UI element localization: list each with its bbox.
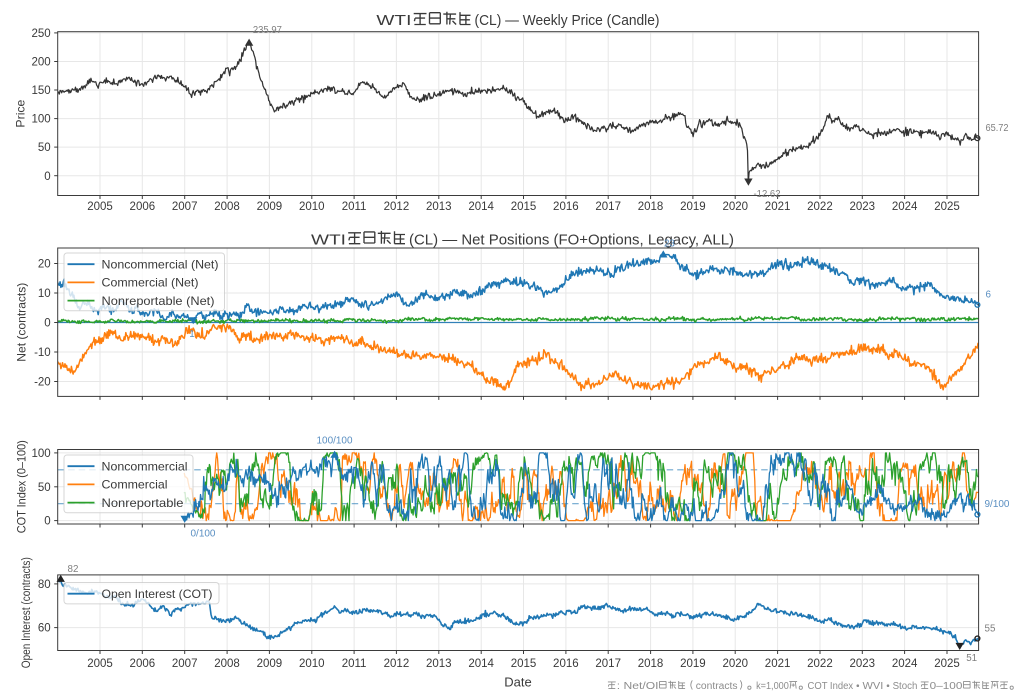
svg-text:2017: 2017: [595, 201, 621, 213]
svg-text:2016: 2016: [553, 201, 579, 213]
svg-text:2008: 2008: [214, 658, 240, 670]
svg-text:2022: 2022: [807, 201, 833, 213]
svg-text:2023: 2023: [850, 201, 876, 213]
svg-text:k=1,000: k=1,000: [756, 681, 789, 692]
svg-text:Nonreportable: Nonreportable: [102, 496, 184, 510]
svg-text:Price: Price: [14, 99, 28, 127]
svg-text:2020: 2020: [722, 201, 748, 213]
svg-text:2020: 2020: [722, 658, 748, 670]
svg-text:2006: 2006: [130, 201, 156, 213]
svg-text:50: 50: [38, 142, 51, 154]
svg-text:0/100: 0/100: [191, 528, 217, 539]
svg-text:82: 82: [68, 564, 79, 575]
svg-text:2018: 2018: [638, 201, 664, 213]
svg-text:2016: 2016: [553, 658, 579, 670]
svg-text:contracts: contracts: [696, 681, 738, 692]
svg-text:COT Index (0–100): COT Index (0–100): [15, 440, 29, 533]
svg-text:80: 80: [38, 579, 51, 591]
svg-text:Commercial: Commercial: [102, 478, 168, 492]
svg-text:Net (contracts): Net (contracts): [15, 283, 29, 362]
svg-text:2013: 2013: [426, 201, 452, 213]
svg-text:Noncommercial: Noncommercial: [102, 459, 188, 473]
svg-text:(CL) — Net Positions (FO+Optio: (CL) — Net Positions (FO+Options, Legacy…: [409, 231, 734, 248]
svg-text:20: 20: [38, 259, 51, 271]
svg-text:23: 23: [664, 238, 675, 249]
svg-text:2025: 2025: [934, 658, 960, 670]
svg-text:2014: 2014: [468, 201, 494, 213]
svg-text:2023: 2023: [850, 658, 876, 670]
svg-text:(CL) — Weekly Price (Candle): (CL) — Weekly Price (Candle): [475, 12, 660, 29]
svg-text:-10: -10: [34, 347, 51, 359]
svg-text:235.97: 235.97: [253, 25, 282, 36]
svg-text:2005: 2005: [87, 658, 113, 670]
svg-text:0: 0: [44, 318, 50, 330]
svg-text:9/100: 9/100: [985, 499, 1011, 510]
svg-text:250: 250: [32, 28, 51, 40]
svg-text:2011: 2011: [342, 201, 367, 213]
svg-text:Open Interest (contracts): Open Interest (contracts): [21, 557, 33, 668]
svg-text:2005: 2005: [87, 201, 113, 213]
svg-text:2012: 2012: [384, 201, 410, 213]
svg-text:2007: 2007: [172, 658, 198, 670]
svg-text:Commercial (Net): Commercial (Net): [102, 276, 199, 290]
svg-text:0: 0: [44, 516, 50, 528]
svg-text:2022: 2022: [807, 658, 833, 670]
svg-text:-20: -20: [34, 377, 51, 389]
svg-text:2007: 2007: [172, 201, 198, 213]
svg-text:50: 50: [38, 482, 51, 494]
svg-text:-12.62: -12.62: [754, 189, 781, 200]
svg-text:2021: 2021: [765, 201, 791, 213]
svg-text:2015: 2015: [511, 658, 537, 670]
svg-text:2012: 2012: [384, 658, 410, 670]
svg-text:0–100: 0–100: [930, 681, 963, 692]
svg-text:51: 51: [966, 653, 977, 664]
svg-text:WTI: WTI: [376, 12, 411, 29]
svg-text:200: 200: [32, 57, 51, 69]
svg-text:2010: 2010: [299, 201, 325, 213]
svg-text:Open Interest (COT): Open Interest (COT): [102, 587, 213, 601]
svg-text:10: 10: [38, 288, 51, 300]
svg-text:2006: 2006: [130, 658, 156, 670]
svg-text:2024: 2024: [892, 658, 918, 670]
svg-text:WVI: WVI: [863, 681, 884, 692]
svg-text:100/100: 100/100: [317, 435, 354, 446]
svg-text:2015: 2015: [511, 201, 537, 213]
svg-text:Nonreportable (Net): Nonreportable (Net): [102, 294, 215, 308]
svg-text:2014: 2014: [468, 658, 494, 670]
svg-text:: Net/OI: : Net/OI: [617, 681, 659, 692]
svg-text:WTI: WTI: [311, 231, 346, 248]
svg-text:2011: 2011: [342, 658, 367, 670]
svg-text:2009: 2009: [257, 201, 283, 213]
svg-text:100: 100: [32, 448, 51, 460]
svg-text:2025: 2025: [934, 201, 960, 213]
svg-text:0: 0: [44, 171, 50, 183]
svg-text:150: 150: [32, 85, 51, 97]
svg-text:100: 100: [32, 114, 51, 126]
svg-text:2008: 2008: [214, 201, 240, 213]
svg-text:2017: 2017: [595, 658, 621, 670]
svg-text:Date: Date: [504, 674, 531, 689]
svg-text:Noncommercial (Net): Noncommercial (Net): [102, 257, 219, 271]
svg-text:2024: 2024: [892, 201, 918, 213]
svg-text:2019: 2019: [680, 658, 706, 670]
svg-text:55: 55: [985, 623, 996, 634]
svg-text:60: 60: [38, 623, 51, 635]
svg-text:2018: 2018: [638, 658, 664, 670]
svg-text:2009: 2009: [257, 658, 283, 670]
svg-text:2021: 2021: [765, 658, 791, 670]
svg-text:2010: 2010: [299, 658, 325, 670]
svg-text:COT Index: COT Index: [808, 681, 854, 692]
svg-text:1: 1: [189, 329, 194, 340]
svg-text:2019: 2019: [680, 201, 706, 213]
svg-text:2013: 2013: [426, 658, 452, 670]
svg-text:Stoch: Stoch: [893, 681, 918, 692]
svg-text:65.72: 65.72: [986, 123, 1009, 134]
svg-text:6: 6: [986, 289, 992, 300]
